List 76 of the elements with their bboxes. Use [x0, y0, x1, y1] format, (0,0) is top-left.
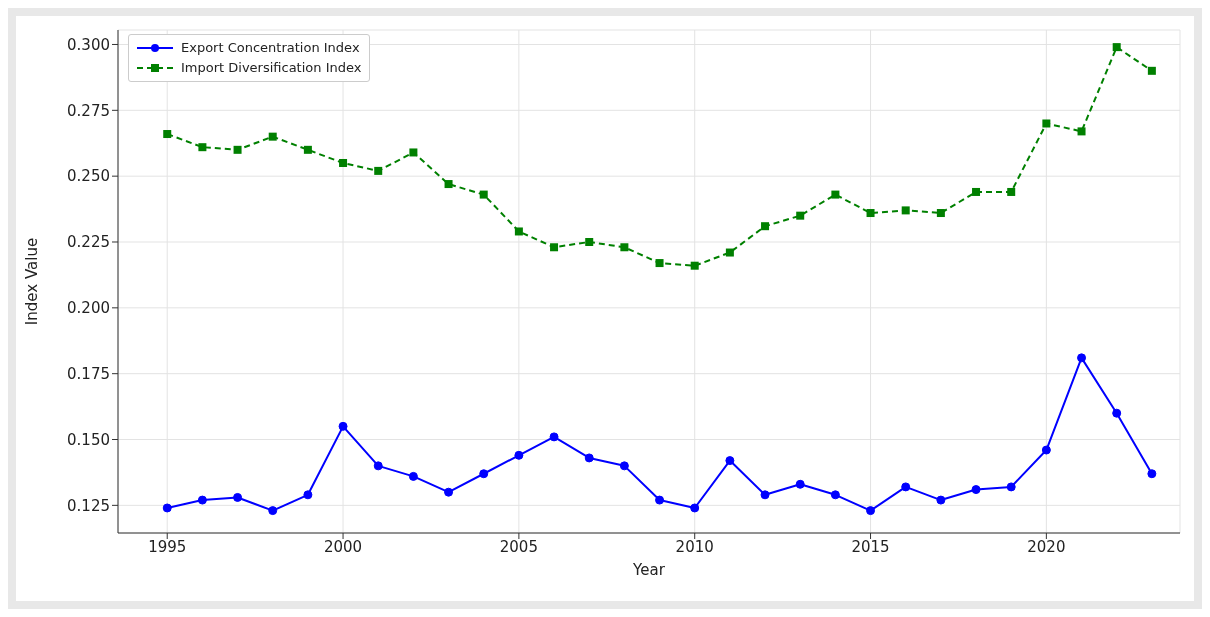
point: [619, 461, 629, 471]
point: [549, 432, 559, 442]
point: [233, 145, 242, 154]
point: [655, 495, 665, 505]
point: [620, 243, 629, 252]
x-tick-label: 1995: [148, 537, 187, 556]
point: [408, 471, 418, 481]
point: [1112, 43, 1121, 52]
point: [444, 180, 453, 189]
point: [796, 211, 805, 220]
point: [831, 190, 840, 199]
x-tick-label: 2005: [499, 537, 538, 556]
y-tick-label: 0.175: [67, 365, 110, 383]
point: [233, 492, 243, 502]
point: [1007, 187, 1016, 196]
point: [971, 485, 981, 495]
point: [830, 490, 840, 500]
point: [725, 456, 735, 466]
y-axis-title: Index Value: [23, 237, 42, 326]
point: [373, 461, 383, 471]
point: [514, 450, 524, 460]
point: [1006, 482, 1016, 492]
point: [162, 503, 172, 513]
point: [866, 209, 875, 218]
point: [303, 145, 312, 154]
point: [1147, 469, 1157, 479]
point: [550, 243, 559, 252]
point: [901, 206, 910, 215]
point: [936, 495, 946, 505]
point: [690, 261, 699, 270]
point: [479, 190, 488, 199]
point: [1077, 353, 1087, 363]
point: [514, 227, 523, 236]
point: [1112, 408, 1122, 418]
point: [972, 187, 981, 196]
point: [444, 487, 454, 497]
x-tick-label: 2020: [1027, 537, 1066, 556]
y-tick-label: 0.150: [67, 430, 110, 449]
legend-label: Export Concentration Index: [181, 39, 360, 57]
point: [338, 421, 348, 431]
y-tick-label: 0.250: [67, 167, 110, 186]
point: [198, 143, 207, 152]
point: [655, 259, 664, 268]
point: [761, 222, 770, 231]
point: [409, 148, 418, 157]
y-tick-label: 0.300: [67, 35, 110, 54]
point: [1041, 445, 1051, 455]
point: [163, 130, 172, 139]
point: [339, 158, 348, 167]
point: [725, 248, 734, 257]
point: [901, 482, 911, 492]
x-tick-label: 2000: [323, 537, 363, 556]
point: [479, 469, 489, 479]
point: [585, 238, 594, 246]
y-tick-label: 0.125: [67, 496, 110, 515]
point: [1077, 127, 1086, 136]
point: [795, 479, 805, 489]
point: [197, 495, 207, 505]
point: [866, 506, 876, 516]
point: [936, 209, 945, 218]
point: [1042, 119, 1051, 128]
y-tick-label: 0.275: [67, 101, 110, 120]
point: [268, 132, 277, 141]
point: [760, 490, 770, 500]
point: [584, 453, 594, 463]
point: [690, 503, 700, 513]
point: [268, 506, 278, 516]
legend-label: Import Diversification Index: [181, 59, 362, 77]
x-axis-title: Year: [632, 561, 666, 579]
y-tick-label: 0.200: [67, 299, 110, 318]
x-tick-label: 2010: [675, 537, 714, 556]
point: [1147, 66, 1156, 75]
point: [303, 490, 313, 500]
y-tick-label: 0.225: [67, 233, 110, 252]
x-tick-label: 2015: [851, 537, 890, 556]
point: [374, 166, 383, 175]
